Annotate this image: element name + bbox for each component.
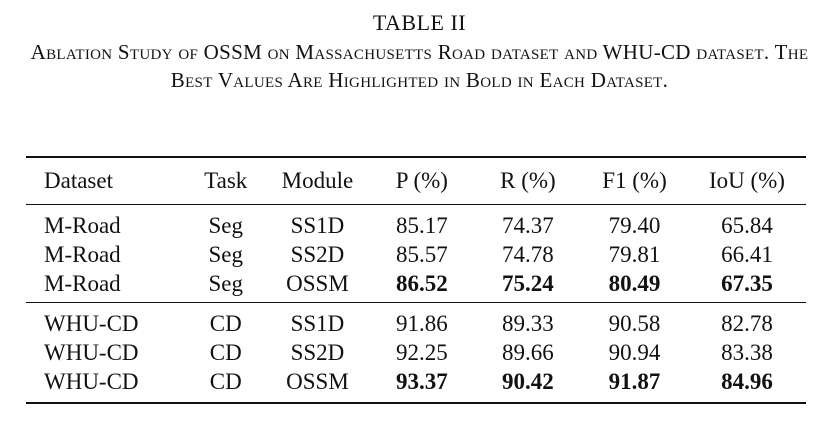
cell-dataset: M-Road <box>26 269 186 303</box>
cell-r: 74.37 <box>502 213 554 238</box>
cell-module: OSSM <box>265 269 369 303</box>
cell-task: Seg <box>208 213 243 238</box>
cell-iou-best: 84.96 <box>687 367 806 404</box>
cell-p-best: 93.37 <box>368 367 475 404</box>
cell-task: CD <box>209 311 242 336</box>
cell-r: 89.66 <box>502 340 554 365</box>
cell-dataset: WHU-CD <box>26 367 186 404</box>
header-f1: F1 (%) <box>581 156 688 205</box>
cell-task: CD <box>185 367 266 404</box>
cell-f1-best: 91.87 <box>581 367 688 404</box>
cell-iou: 65.84 <box>721 213 773 238</box>
table-row: WHU-CD CD SS1D 91.86 89.33 90.58 82.78 <box>26 303 806 339</box>
cell-dataset: WHU-CD <box>44 340 139 365</box>
cell-task: Seg <box>185 269 266 303</box>
cell-p: 85.57 <box>396 242 448 267</box>
cell-iou: 82.78 <box>721 311 773 336</box>
cell-r: 74.78 <box>502 242 554 267</box>
table-number: TABLE II <box>372 10 467 35</box>
cell-f1: 90.58 <box>608 311 661 336</box>
table-row: WHU-CD CD OSSM 93.37 90.42 91.87 84.96 <box>26 367 806 404</box>
table-row: M-Road Seg SS2D 85.57 74.78 79.81 66.41 <box>26 240 806 269</box>
cell-iou: 66.41 <box>721 242 773 267</box>
cell-r-best: 75.24 <box>474 269 581 303</box>
cell-f1-best: 80.49 <box>581 269 688 303</box>
table-row: M-Road Seg OSSM 86.52 75.24 80.49 67.35 <box>26 269 806 303</box>
header-r: R (%) <box>474 156 581 205</box>
header-iou: IoU (%) <box>687 156 806 205</box>
caption-text: Ablation Study of OSSM on Massachusetts … <box>30 40 809 92</box>
cell-r: 89.33 <box>502 311 554 336</box>
cell-p: 91.86 <box>396 311 448 336</box>
cell-p: 85.17 <box>396 213 448 238</box>
cell-module: SS2D <box>290 242 345 267</box>
group-whu-cd: WHU-CD CD SS1D 91.86 89.33 90.58 82.78 W… <box>26 303 806 404</box>
cell-task: CD <box>209 340 242 365</box>
cell-f1: 79.81 <box>608 242 661 267</box>
header-p: P (%) <box>368 156 475 205</box>
table-caption: TABLE II Ablation Study of OSSM on Massa… <box>0 8 839 94</box>
header-task: Task <box>185 156 266 205</box>
cell-module: SS1D <box>290 213 345 238</box>
cell-iou-best: 67.35 <box>687 269 806 303</box>
cell-dataset: M-Road <box>44 213 121 238</box>
cell-p-best: 86.52 <box>368 269 475 303</box>
header-module: Module <box>265 156 369 205</box>
table-row: M-Road Seg SS1D 85.17 74.37 79.40 65.84 <box>26 205 806 241</box>
cell-module: SS1D <box>290 311 345 336</box>
cell-module: OSSM <box>265 367 369 404</box>
cell-f1: 90.94 <box>608 340 661 365</box>
group-m-road: M-Road Seg SS1D 85.17 74.37 79.40 65.84 … <box>26 205 806 303</box>
header-row: Dataset Task Module P (%) R (%) F1 (%) I… <box>26 156 806 205</box>
table-row: WHU-CD CD SS2D 92.25 89.66 90.94 83.38 <box>26 338 806 367</box>
header-dataset: Dataset <box>26 156 186 205</box>
cell-f1: 79.40 <box>608 213 661 238</box>
cell-dataset: WHU-CD <box>44 311 139 336</box>
cell-r-best: 90.42 <box>474 367 581 404</box>
cell-iou: 83.38 <box>721 340 773 365</box>
cell-module: SS2D <box>290 340 345 365</box>
cell-task: Seg <box>208 242 243 267</box>
cell-dataset: M-Road <box>44 242 121 267</box>
ablation-table: Dataset Task Module P (%) R (%) F1 (%) I… <box>26 156 806 404</box>
cell-p: 92.25 <box>396 340 448 365</box>
